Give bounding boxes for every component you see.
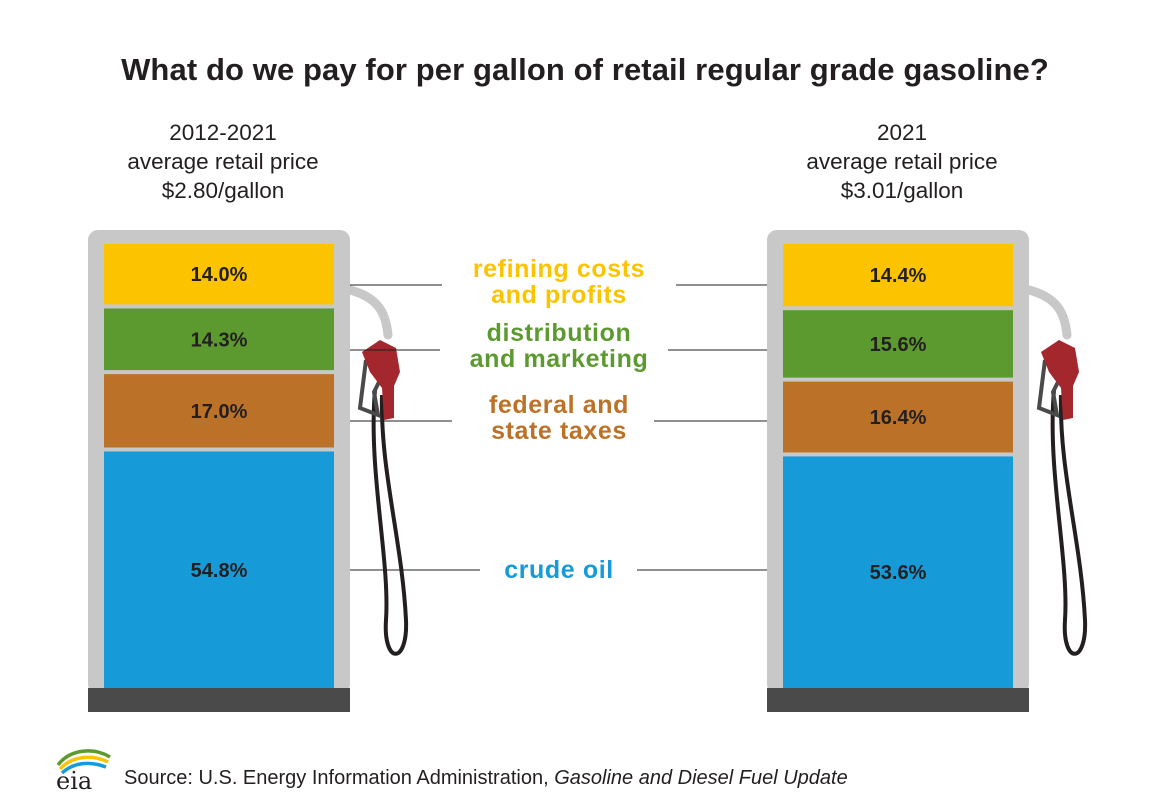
bar-segment-refining — [783, 244, 1013, 307]
category-label-line: refining costs — [472, 255, 646, 283]
data-label: 16.4% — [870, 407, 927, 429]
category-label-distribution: distribution and marketing — [429, 320, 689, 372]
gas-pump: 14.4% 15.6% 16.4% 53.6% — [767, 230, 1088, 712]
pump-subtitle: average retail price — [806, 149, 998, 174]
nozzle-handle — [1041, 340, 1079, 420]
category-label-line: state taxes — [491, 417, 627, 445]
data-label: 14.3% — [191, 329, 248, 351]
pump-header-right: 2021 average retail price $3.01/gallon — [752, 118, 1052, 205]
category-label-line: distribution — [486, 319, 632, 347]
gas-pump: 14.0% 14.3% 17.0% 54.8% — [88, 230, 409, 712]
hose — [1050, 389, 1088, 656]
category-label-crude: crude oil — [429, 557, 689, 583]
bar-segment-distribution — [104, 308, 334, 371]
bar-segment-taxes — [783, 381, 1013, 453]
data-label: 14.0% — [191, 264, 248, 286]
data-label: 53.6% — [870, 562, 927, 584]
data-label: 17.0% — [191, 401, 248, 423]
category-label-line: and marketing — [469, 345, 649, 373]
bar-segment-refining — [104, 244, 334, 305]
data-label: 54.8% — [191, 560, 248, 582]
data-label: 14.4% — [870, 265, 927, 287]
category-label-line: and profits — [491, 281, 627, 309]
bar-segment-crude — [104, 451, 334, 688]
source-publication: Gasoline and Diesel Fuel Update — [554, 767, 848, 789]
pump-period: 2021 — [876, 120, 928, 145]
category-label-line: crude oil — [504, 556, 614, 584]
eia-logo: eia — [56, 749, 111, 791]
nozzle-pipe — [1024, 285, 1072, 340]
source-prefix: Source: U.S. Energy Information Administ… — [124, 767, 549, 789]
source-note: Source: U.S. Energy Information Administ… — [124, 767, 848, 790]
pump-base — [88, 688, 350, 712]
hose — [371, 389, 409, 656]
category-label-taxes: federal and state taxes — [429, 392, 689, 444]
nozzle-trigger — [1036, 359, 1061, 419]
nozzle-pipe — [345, 285, 393, 340]
bar-segment-distribution — [783, 310, 1013, 378]
nozzle-handle — [362, 340, 400, 420]
nozzle-trigger — [357, 359, 382, 419]
category-label-refining: refining costs and profits — [429, 256, 689, 308]
bar-segment-crude — [783, 456, 1013, 688]
pump-header-left: 2012-2021 average retail price $2.80/gal… — [73, 118, 373, 205]
pump-subtitle: average retail price — [127, 149, 319, 174]
pump-base — [767, 688, 1029, 712]
data-label: 15.6% — [870, 334, 927, 356]
pump-price: $3.01/gallon — [840, 178, 964, 203]
chart-title: What do we pay for per gallon of retail … — [121, 52, 1049, 87]
bar-segment-taxes — [104, 374, 334, 448]
pump-price: $2.80/gallon — [161, 178, 285, 203]
svg-text:eia: eia — [56, 767, 92, 791]
category-label-line: federal and — [489, 391, 629, 419]
pump-period: 2012-2021 — [169, 120, 277, 145]
